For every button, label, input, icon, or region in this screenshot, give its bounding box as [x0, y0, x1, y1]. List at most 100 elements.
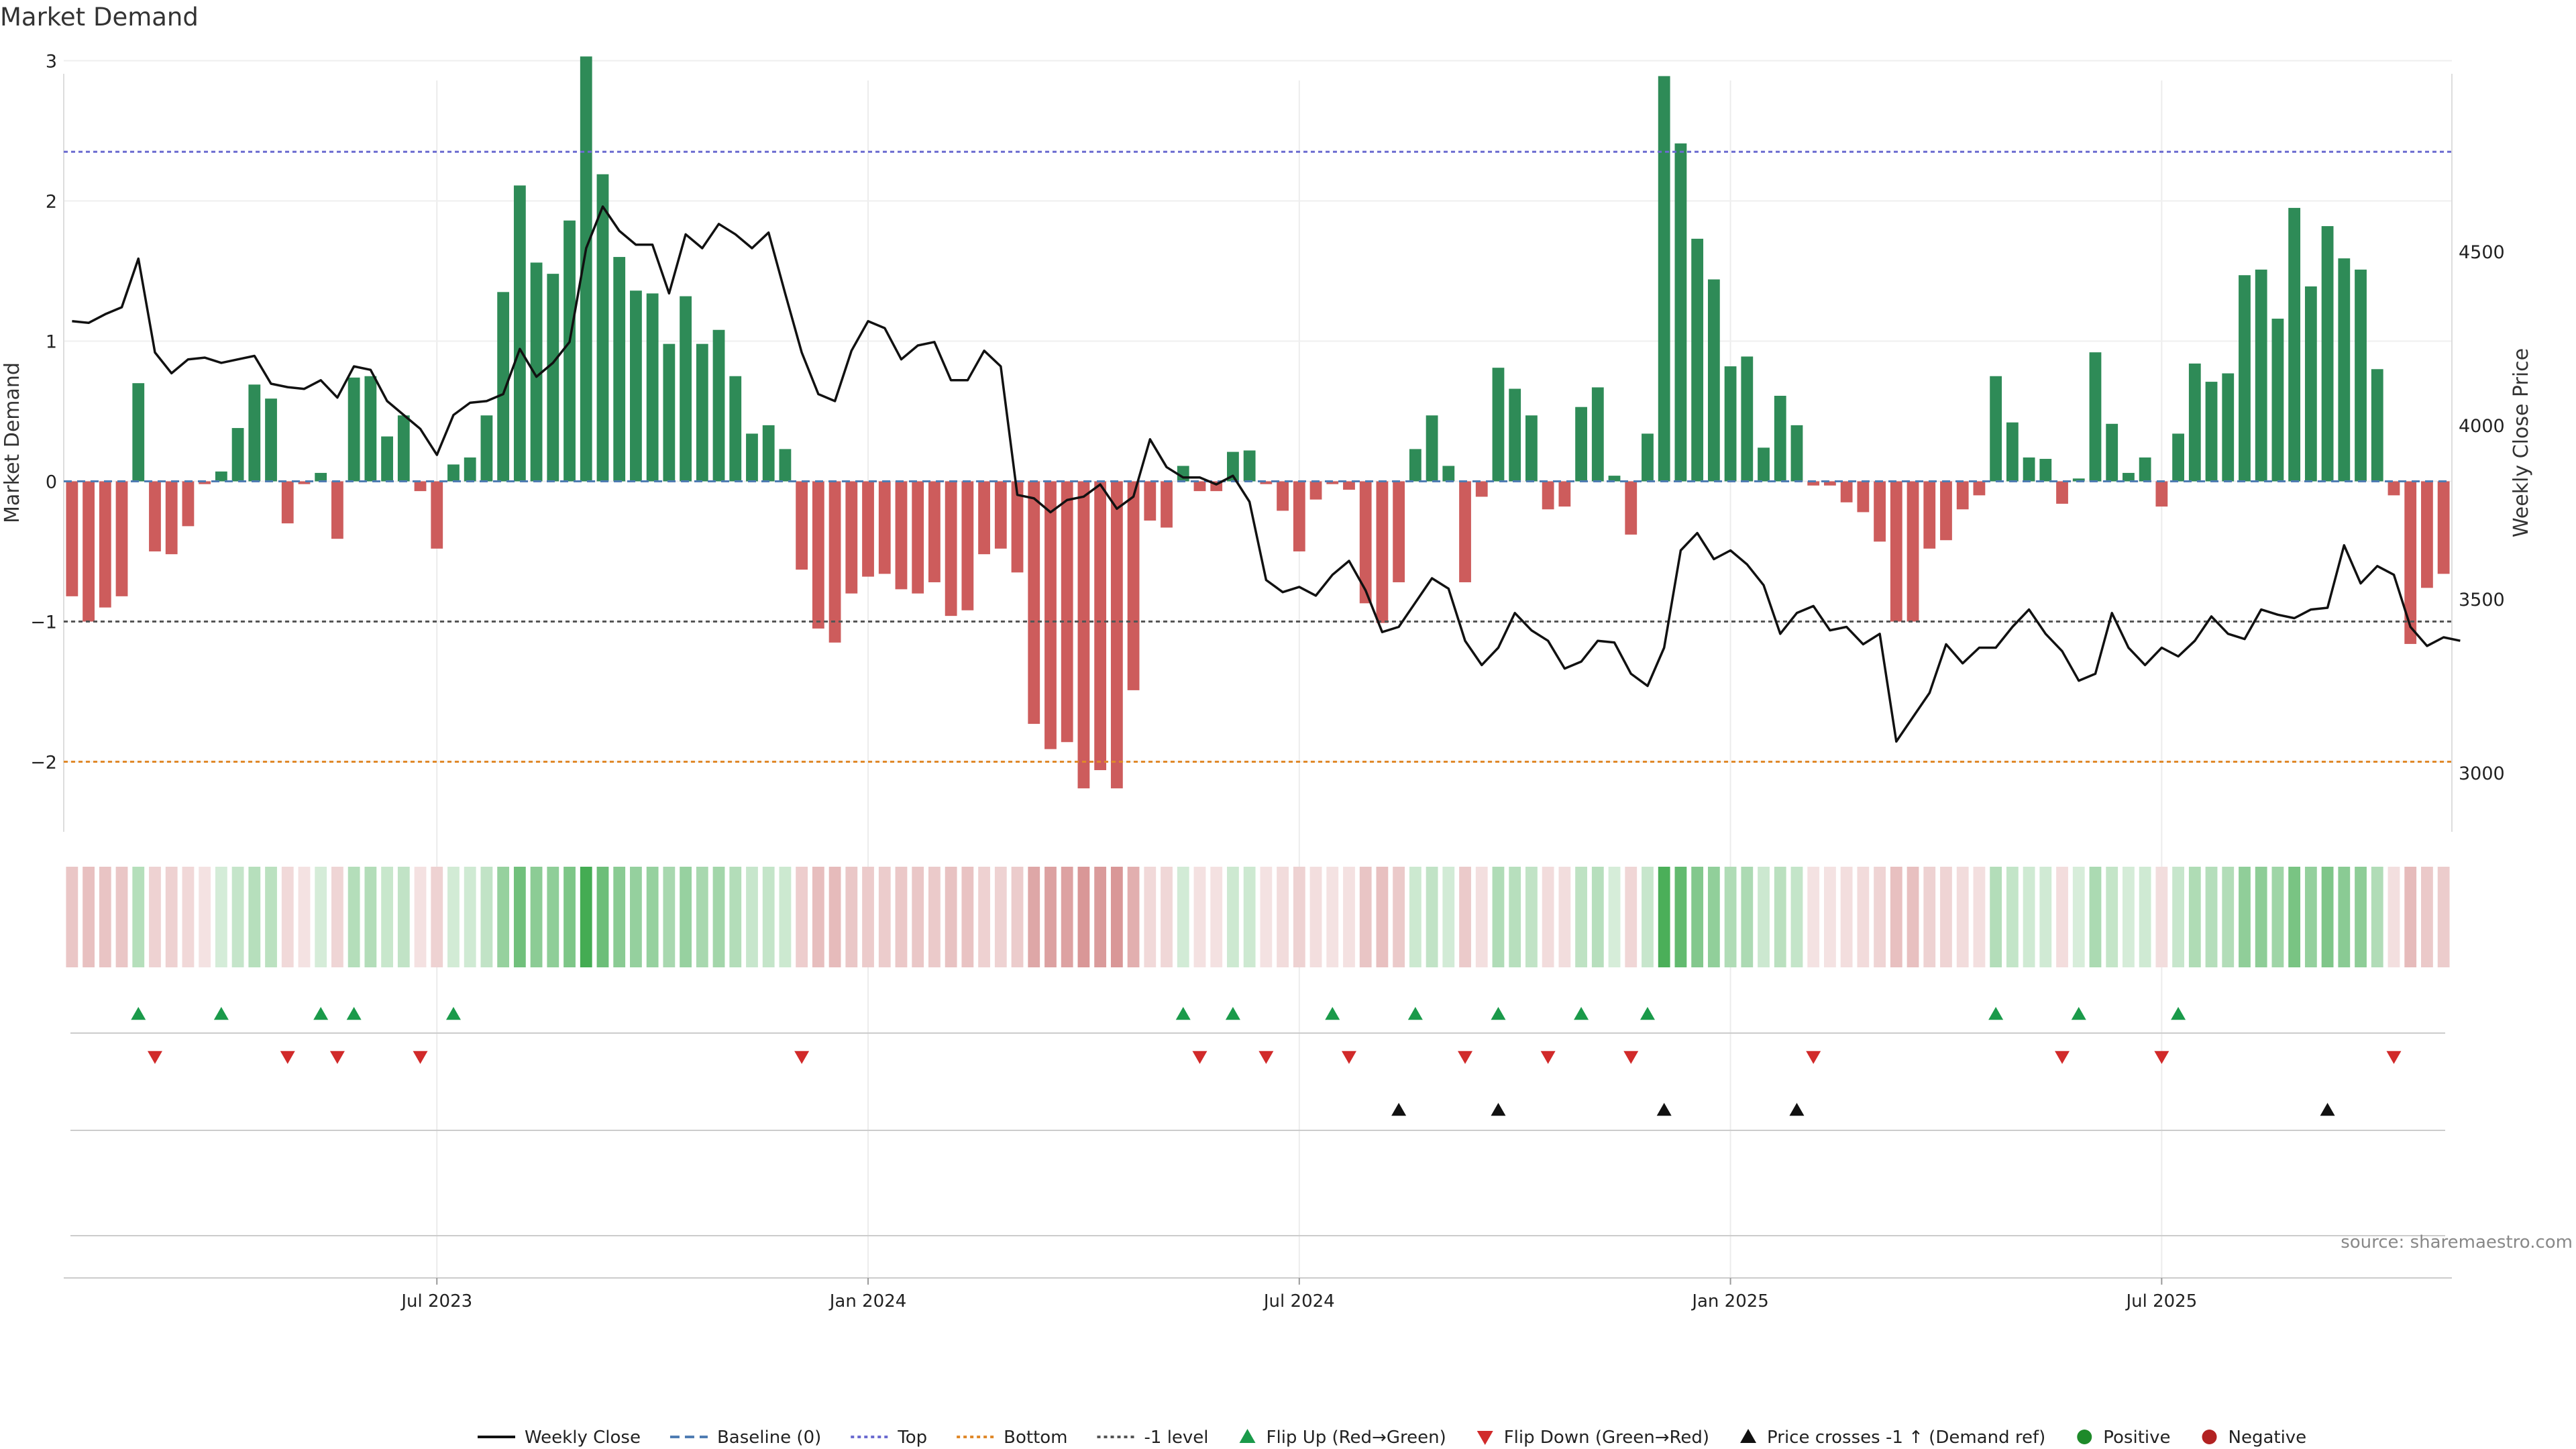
price-cross-marker	[1656, 1103, 1672, 1116]
demand-bar	[1326, 481, 1339, 484]
heat-strip-cell	[2437, 867, 2450, 967]
demand-bar	[480, 415, 493, 482]
heat-strip-cell	[862, 867, 874, 967]
demand-bar	[1309, 481, 1322, 500]
demand-bar	[1426, 415, 1438, 482]
heat-strip-cell	[1293, 867, 1305, 967]
heat-strip-cell	[281, 867, 294, 967]
heat-strip-cell	[1426, 867, 1438, 967]
heat-strip-cell	[878, 867, 891, 967]
demand-bar	[397, 415, 410, 482]
demand-bar	[66, 481, 78, 596]
demand-bar	[1874, 481, 1886, 542]
heat-strip-cell	[2421, 867, 2433, 967]
demand-bar	[1459, 481, 1471, 582]
price-cross-marker	[1789, 1103, 1805, 1116]
heat-strip-cell	[464, 867, 476, 967]
demand-bar	[1758, 447, 1770, 482]
flip-up-marker	[1175, 1007, 1191, 1020]
heat-strip-cell	[1475, 867, 1488, 967]
x-tick-label: Jan 2025	[1690, 1291, 1769, 1311]
demand-bar	[1409, 449, 1421, 482]
demand-bar	[2387, 481, 2400, 496]
legend-label: -1 level	[1144, 1428, 1209, 1448]
heat-strip-cell	[1376, 867, 1389, 967]
demand-bar	[961, 481, 974, 610]
demand-bar	[1393, 481, 1405, 582]
demand-bar	[746, 433, 758, 482]
demand-bar	[2321, 226, 2334, 482]
heat-strip-cell	[1243, 867, 1256, 967]
demand-bar	[265, 398, 277, 482]
flip-down-marker	[2386, 1051, 2402, 1064]
heat-strip-cell	[1343, 867, 1355, 967]
heat-strip-cell	[132, 867, 145, 967]
demand-bar	[1907, 481, 1919, 622]
demand-bar	[2039, 459, 2052, 482]
demand-bar	[2437, 481, 2450, 574]
heat-strip-cell	[2222, 867, 2235, 967]
demand-bar	[2123, 472, 2135, 482]
legend-label: Top	[897, 1428, 927, 1448]
demand-bar	[364, 376, 377, 482]
heat-strip-cell	[1774, 867, 1786, 967]
heat-strip-cell	[1642, 867, 1654, 967]
heat-strip-cell	[1110, 867, 1123, 967]
heat-strip-cell	[1625, 867, 1638, 967]
demand-bar	[2421, 481, 2433, 588]
heat-strip-cell	[1144, 867, 1157, 967]
demand-bar	[513, 185, 526, 482]
heat-strip-cell	[1061, 867, 1073, 967]
price-cross-marker	[1391, 1103, 1407, 1116]
legend-item: Weekly Close	[478, 1428, 641, 1448]
heat-strip-cell	[1077, 867, 1090, 967]
heat-strip-cell	[978, 867, 990, 967]
demand-bar	[165, 481, 178, 555]
heat-strip-cell	[2056, 867, 2068, 967]
demand-bar	[1343, 481, 1355, 490]
flip-up-marker	[445, 1007, 461, 1020]
price-cross-marker	[2320, 1103, 2335, 1116]
y-tick-label-right: 3000	[2459, 763, 2505, 784]
demand-bar	[1442, 466, 1455, 482]
demand-bar	[2006, 422, 2019, 482]
demand-bar	[1840, 481, 1853, 502]
demand-bar	[2023, 457, 2035, 482]
heat-strip-cell	[1990, 867, 2002, 967]
heat-strip-cell	[945, 867, 957, 967]
demand-bar	[1110, 481, 1123, 789]
demand-bar	[580, 56, 592, 482]
heat-strip-cell	[613, 867, 626, 967]
heat-strip-cell	[2239, 867, 2251, 967]
heat-strip-cell	[83, 867, 95, 967]
heat-strip-cell	[1210, 867, 1223, 967]
heat-strip-cell	[1028, 867, 1040, 967]
heat-strip-cell	[397, 867, 410, 967]
demand-bar	[1691, 238, 1704, 482]
x-tick-label: Jul 2025	[2125, 1291, 2197, 1311]
demand-bar	[1161, 481, 1173, 528]
demand-bar	[2404, 481, 2417, 644]
heat-strip-cell	[1758, 867, 1770, 967]
heat-strip-cell	[149, 867, 161, 967]
demand-bar	[1127, 481, 1140, 690]
demand-bar	[1674, 143, 1687, 482]
flip-down-marker	[1341, 1051, 1356, 1064]
demand-bar	[1824, 481, 1836, 486]
demand-bar	[1923, 481, 1936, 549]
demand-bar	[895, 481, 908, 590]
heat-strip-cell	[265, 867, 277, 967]
demand-bar	[2371, 369, 2383, 482]
flip-down-marker	[1540, 1051, 1556, 1064]
heat-strip-cell	[2271, 867, 2284, 967]
demand-bar	[315, 472, 327, 482]
heat-strip-cell	[828, 867, 841, 967]
demand-bar	[1741, 356, 1754, 482]
heat-strip-cell	[1227, 867, 1239, 967]
heat-strip-cell	[912, 867, 924, 967]
demand-bar	[1542, 481, 1554, 510]
flip-up-marker	[131, 1007, 146, 1020]
heat-strip-cell	[1923, 867, 1936, 967]
flip-up-marker	[2071, 1007, 2086, 1020]
heat-strip-cell	[1558, 867, 1571, 967]
